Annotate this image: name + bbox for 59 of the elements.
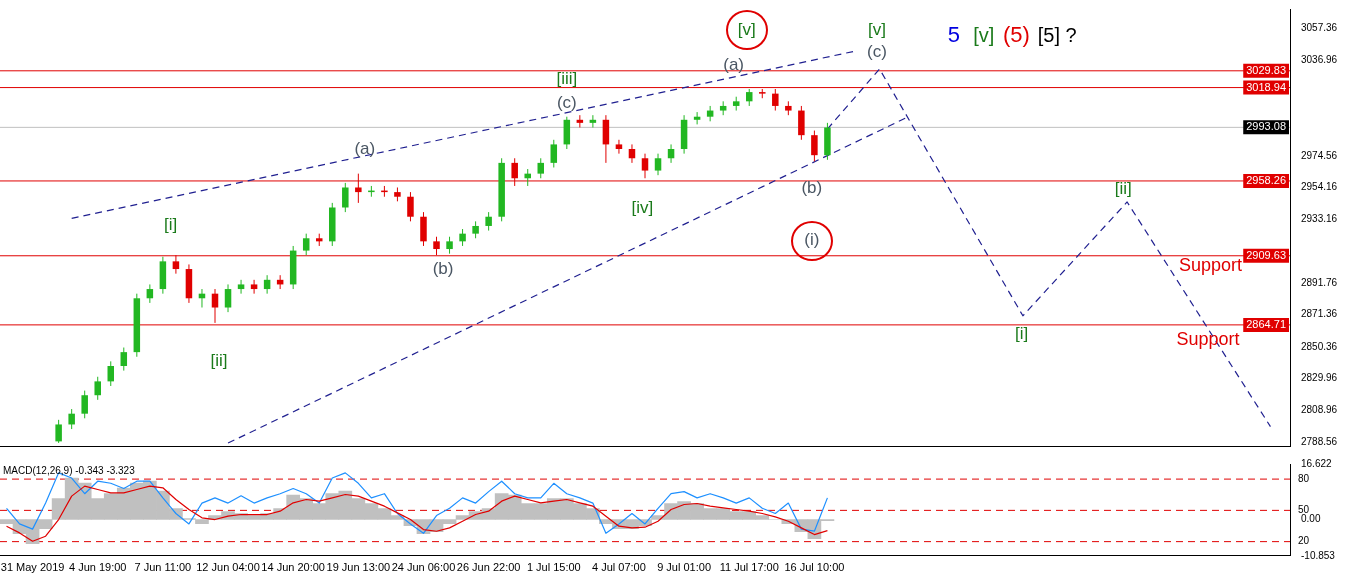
ref-line-label: 3029.83 xyxy=(1246,63,1286,76)
ref-line-label: 2993.08 xyxy=(1246,120,1286,133)
y2-tick-label: 80 xyxy=(1298,472,1310,484)
x-tick-label: 19 Jun 13:00 xyxy=(326,561,391,574)
annotation: [ii] xyxy=(1114,179,1132,199)
y-tick-label: 2871.36 xyxy=(1301,308,1338,320)
y-tick-label: 2954.16 xyxy=(1301,181,1338,192)
x-tick-label: 9 Jul 01:00 xyxy=(657,561,711,574)
y-tick-label: 2850.36 xyxy=(1301,340,1338,352)
annotation: [iii] xyxy=(556,69,578,89)
y2-tick-label: 20 xyxy=(1298,535,1310,547)
y-tick-label: 16.622 xyxy=(1301,457,1333,469)
x-tick-label: 4 Jun 19:00 xyxy=(68,561,127,574)
annotation: Support xyxy=(1176,328,1240,349)
y-tick-label: 2808.96 xyxy=(1301,404,1338,416)
y-tick-label: 2933.16 xyxy=(1301,213,1338,225)
annotation: 5 xyxy=(947,22,960,48)
annotation: [v] xyxy=(973,23,995,46)
x-tick-label: 14 Jun 20:00 xyxy=(261,561,325,574)
ref-line-label: 2864.71 xyxy=(1246,317,1286,330)
annotation: (b) xyxy=(432,259,454,279)
annotation: (c) xyxy=(867,41,887,61)
x-tick-label: 4 Jul 07:00 xyxy=(592,561,646,574)
y-tick-label: -10.853 xyxy=(1301,549,1336,561)
x-tick-label: 26 Jun 22:00 xyxy=(456,561,521,574)
ref-line-label: 3018.94 xyxy=(1246,80,1286,93)
y-tick-label: 2788.56 xyxy=(1301,435,1338,447)
y-tick-label: 2891.76 xyxy=(1301,277,1338,289)
annotation: [i] xyxy=(164,214,178,234)
annotation: [v] xyxy=(737,20,756,40)
y-tick-label: 2974.56 xyxy=(1301,149,1338,161)
x-tick-label: 24 Jun 06:00 xyxy=(391,561,456,574)
y-tick-label: 3057.36 xyxy=(1301,22,1338,34)
x-tick-label: 16 Jul 10:00 xyxy=(784,561,845,574)
annotation: ? xyxy=(1065,23,1077,46)
annotation: (i) xyxy=(804,230,820,250)
x-tick-label: 12 Jun 04:00 xyxy=(196,561,260,574)
x-tick-label: 11 Jul 17:00 xyxy=(719,561,779,574)
annotation: (c) xyxy=(556,93,577,113)
y-tick-label: 2829.96 xyxy=(1301,372,1338,384)
ref-line-label: 2909.63 xyxy=(1246,248,1286,261)
annotation: (b) xyxy=(801,177,823,197)
annotation: (5) xyxy=(1002,22,1030,48)
annotation: [ii] xyxy=(210,350,228,370)
x-tick-label: 31 May 2019 xyxy=(0,561,65,574)
annotation: [5] xyxy=(1037,23,1061,46)
annotation: (a) xyxy=(723,54,744,74)
x-tick-label: 1 Jul 15:00 xyxy=(526,561,581,574)
annotation: [i] xyxy=(1014,324,1029,344)
y-tick-label: 0.00 xyxy=(1301,513,1321,525)
x-tick-label: 7 Jun 11:00 xyxy=(134,561,192,574)
annotation: [v] xyxy=(867,20,886,40)
annotation: Support xyxy=(1178,255,1243,276)
ref-line-label: 2958.26 xyxy=(1246,173,1286,186)
chart-title: MACD(12,26,9) -0.343 -3.323 xyxy=(3,464,136,476)
annotation: (a) xyxy=(354,139,376,159)
annotation: [iv] xyxy=(631,197,654,217)
y-tick-label: 3036.96 xyxy=(1301,53,1338,65)
y2-tick-label: 50 xyxy=(1298,504,1310,516)
